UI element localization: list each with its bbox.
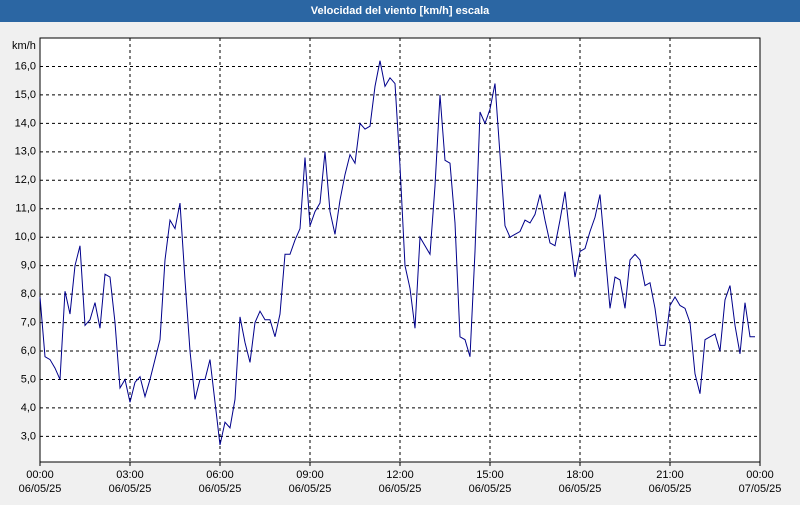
y-tick-label: 7,0 (21, 316, 36, 328)
x-tick-label: 00:00 07/05/25 (739, 469, 782, 495)
line-series (39, 60, 755, 446)
y-tick-label: 11,0 (15, 203, 36, 215)
x-tick-label-line: 00:00 (746, 469, 774, 481)
x-tick-label-line: 06/05/25 (559, 483, 602, 495)
title-bar (0, 0, 800, 22)
x-tick-label-line: 06/05/25 (199, 483, 242, 495)
y-tick-label: 3,0 (21, 430, 36, 442)
y-tick-label: 8,0 (21, 288, 36, 300)
y-tick-label: 16,0 (15, 60, 36, 72)
x-tick-label: 03:00 06/05/25 (109, 469, 152, 495)
y-unit: km/h (12, 40, 36, 52)
x-tick-label-line: 07/05/25 (739, 483, 782, 495)
x-tick-label: 09:00 06/05/25 (289, 469, 332, 495)
x-tick-label: 12:00 06/05/25 (379, 469, 422, 495)
x-tick-label-line: 21:00 (656, 469, 684, 481)
y-tick-label: 6,0 (21, 345, 36, 357)
chart-title: Velocidad del viento [km/h] escala (311, 5, 490, 17)
y-tick-label: 4,0 (21, 402, 36, 414)
x-tick-label-line: 06/05/25 (289, 483, 332, 495)
x-tick-label-line: 06/05/25 (379, 483, 422, 495)
x-tick-label-line: 06:00 (206, 469, 234, 481)
x-tick-label-line: 03:00 (116, 469, 144, 481)
x-tick-label: 00:00 06/05/25 (19, 469, 62, 495)
x-tick-label: 21:00 06/05/25 (649, 469, 692, 495)
x-tick-label-line: 12:00 (386, 469, 414, 481)
x-tick-label-line: 06/05/25 (19, 483, 62, 495)
y-tick-label: 12,0 (15, 174, 36, 186)
y-tick-label: 10,0 (15, 231, 36, 243)
x-tick-label-line: 06/05/25 (109, 483, 152, 495)
x-tick-label-line: 00:00 (26, 469, 54, 481)
x-tick-label-line: 06/05/25 (469, 483, 512, 495)
x-tick-label: 06:00 06/05/25 (199, 469, 242, 495)
x-tick-label-line: 18:00 (566, 469, 594, 481)
y-tick-label: 9,0 (21, 260, 36, 272)
y-tick-label: 13,0 (15, 146, 36, 158)
x-tick-label-line: 09:00 (296, 469, 324, 481)
x-tick-label-line: 15:00 (476, 469, 504, 481)
x-tick-label: 18:00 06/05/25 (559, 469, 602, 495)
x-tick-label-line: 06/05/25 (649, 483, 692, 495)
x-tick-label: 15:00 06/05/25 (469, 469, 512, 495)
y-tick-label: 15,0 (15, 89, 36, 101)
y-tick-label: 5,0 (21, 373, 36, 385)
y-tick-label: 14,0 (15, 117, 36, 129)
